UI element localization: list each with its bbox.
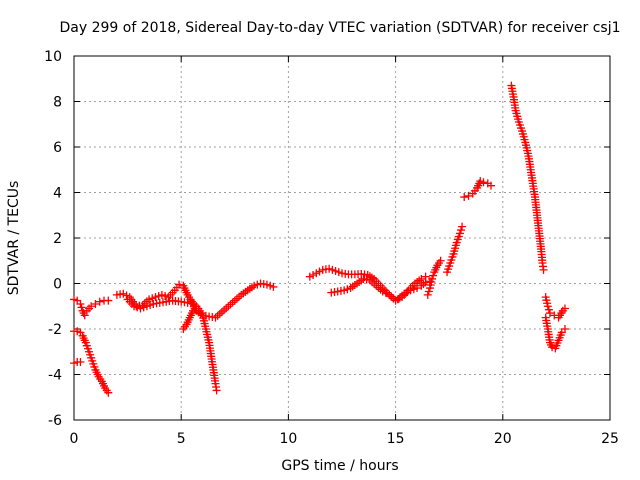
y-tick-label: 4 bbox=[53, 186, 62, 202]
data-point bbox=[230, 296, 239, 305]
data-point bbox=[91, 299, 100, 308]
data-point bbox=[104, 388, 113, 397]
y-tick-label: -4 bbox=[48, 368, 62, 384]
x-tick-labels: 0 5 10 15 20 25 bbox=[70, 431, 619, 447]
data-point-marker bbox=[232, 294, 241, 303]
data-point-marker bbox=[77, 303, 86, 312]
data-point bbox=[104, 296, 113, 305]
y-tick-label: 10 bbox=[44, 49, 62, 65]
x-tick-label: 0 bbox=[70, 431, 79, 447]
data-point bbox=[455, 229, 464, 238]
data-point bbox=[76, 357, 85, 366]
data-point bbox=[539, 265, 548, 274]
data-point-marker bbox=[424, 287, 433, 296]
x-tick-label: 5 bbox=[177, 431, 186, 447]
data-point bbox=[175, 280, 184, 289]
data-point bbox=[87, 302, 96, 311]
data-point-marker bbox=[220, 306, 229, 315]
y-tick-label: -6 bbox=[48, 413, 62, 429]
data-point bbox=[545, 309, 554, 318]
y-tick-labels: -6 -4 -2 0 2 4 6 8 10 bbox=[44, 49, 62, 429]
data-point-marker bbox=[222, 304, 231, 313]
data-point bbox=[458, 222, 467, 231]
data-point-marker bbox=[213, 311, 222, 320]
y-axis-label: SDTVAR / TECUs bbox=[6, 181, 22, 296]
x-tick-label: 20 bbox=[494, 431, 512, 447]
y-tick-label: 0 bbox=[53, 277, 62, 293]
y-tick-label: 2 bbox=[53, 231, 62, 247]
data-point bbox=[436, 256, 445, 265]
y-tick-label: 8 bbox=[53, 95, 62, 111]
y-tick-label: -2 bbox=[48, 322, 62, 338]
data-point-marker bbox=[228, 298, 237, 307]
x-axis-label: GPS time / hours bbox=[281, 458, 398, 474]
data-point bbox=[417, 274, 426, 283]
data-point bbox=[80, 311, 89, 320]
data-point bbox=[421, 272, 430, 281]
data-point bbox=[269, 282, 278, 291]
data-point bbox=[428, 274, 437, 283]
data-point bbox=[212, 386, 221, 395]
data-point bbox=[224, 302, 233, 311]
x-tick-label: 15 bbox=[387, 431, 405, 447]
data-point-marker bbox=[215, 309, 224, 318]
data-point-marker bbox=[226, 300, 235, 309]
data-point bbox=[487, 181, 496, 190]
chart-title: Day 299 of 2018, Sidereal Day-to-day VTE… bbox=[59, 20, 620, 36]
data-point-marker bbox=[544, 305, 553, 314]
x-tick-label: 25 bbox=[601, 431, 619, 447]
data-points bbox=[70, 81, 569, 397]
data-point bbox=[423, 290, 432, 299]
data-point bbox=[192, 302, 201, 311]
data-point-marker bbox=[429, 271, 438, 280]
data-point bbox=[543, 302, 552, 311]
data-point bbox=[217, 307, 226, 316]
grid bbox=[74, 56, 610, 420]
data-point bbox=[95, 297, 104, 306]
data-point-marker bbox=[456, 226, 465, 235]
data-point bbox=[560, 325, 569, 333]
data-point bbox=[464, 191, 473, 200]
x-tick-label: 10 bbox=[279, 431, 297, 447]
data-point bbox=[560, 304, 569, 313]
y-tick-label: 6 bbox=[53, 140, 62, 156]
data-point bbox=[460, 193, 469, 202]
data-point bbox=[76, 299, 85, 308]
data-point bbox=[479, 178, 488, 187]
